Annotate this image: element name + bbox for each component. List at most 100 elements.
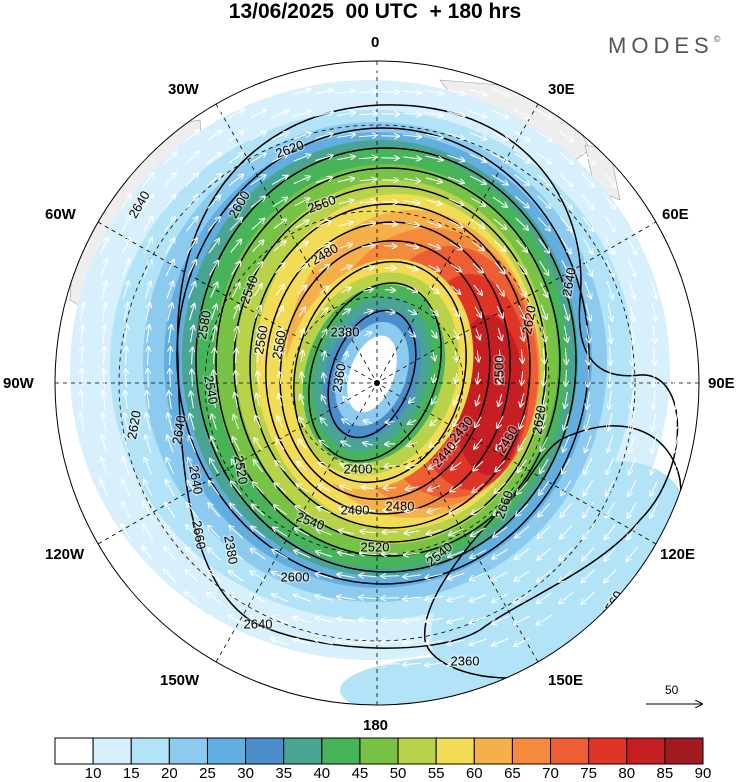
wind-vector — [256, 394, 259, 407]
colorbar-swatch — [435, 737, 475, 765]
wind-vector — [300, 395, 304, 406]
wind-vector — [230, 504, 243, 517]
wind-vector — [427, 529, 442, 534]
wind-vector — [295, 528, 310, 537]
wind-vector — [275, 461, 286, 472]
wind-vector — [163, 173, 176, 188]
wind-vector — [212, 414, 217, 430]
wind-vector — [80, 413, 83, 431]
wind-vector — [477, 372, 478, 383]
wind-vector — [229, 548, 244, 560]
wind-vector — [186, 525, 199, 540]
wind-vector — [628, 259, 636, 277]
wind-vector — [101, 458, 108, 475]
wind-vector — [188, 458, 197, 475]
wind-vector — [604, 546, 617, 561]
wind-vector — [295, 242, 308, 251]
wind-vector — [631, 325, 633, 343]
wind-vector — [609, 391, 612, 409]
wind-vector — [566, 369, 567, 386]
wind-vector — [360, 201, 375, 203]
wind-vector — [146, 413, 151, 431]
wind-vector — [249, 88, 266, 97]
wind-vector — [125, 325, 127, 343]
colorbar-tick-label: 65 — [504, 765, 521, 782]
wind-vector — [385, 444, 396, 445]
wind-vector — [430, 329, 436, 338]
wind-vector — [470, 638, 487, 645]
wind-vector — [385, 312, 395, 313]
wind-vector — [339, 530, 354, 535]
colorbar-swatch — [511, 737, 552, 765]
wind-vector — [271, 111, 289, 118]
wind-vector — [256, 328, 259, 341]
wind-vector — [448, 198, 464, 205]
wind-vector — [451, 461, 462, 469]
wind-vector — [103, 325, 105, 343]
wind-vector — [208, 526, 221, 539]
wind-vector — [496, 305, 503, 318]
wind-vector — [271, 154, 288, 163]
colorbar-tick-label: 85 — [656, 765, 674, 782]
wind-vector — [274, 263, 285, 274]
wind-vector — [187, 260, 196, 277]
wind-vector — [271, 176, 288, 185]
wind-vector — [425, 618, 443, 621]
wind-vector — [514, 130, 529, 140]
wind-vector — [565, 391, 568, 408]
wind-vector — [425, 595, 443, 600]
wind-vector — [654, 346, 655, 365]
wind-vector — [81, 391, 83, 410]
wind-vector — [447, 132, 464, 138]
wind-vector — [277, 416, 284, 428]
wind-vector — [408, 331, 416, 336]
wind-vector — [449, 242, 462, 250]
wind-vector — [253, 284, 261, 297]
wind-vector — [631, 391, 633, 409]
wind-vector — [676, 346, 677, 365]
wind-vector — [560, 216, 571, 231]
wind-vector — [652, 435, 657, 452]
wind-vector — [341, 309, 350, 316]
wind-vector — [475, 416, 482, 427]
wind-vector — [559, 569, 574, 582]
wind-vector — [425, 663, 443, 666]
wind-vector — [299, 417, 306, 428]
wind-vector — [229, 571, 244, 582]
wind-vector — [316, 551, 333, 558]
wind-vector — [293, 111, 310, 118]
wind-vector — [164, 195, 176, 210]
wind-vector — [361, 531, 376, 533]
wind-vector — [425, 90, 443, 93]
wind-vector — [211, 304, 217, 320]
wind-vector — [206, 109, 222, 120]
wind-vector — [142, 195, 153, 210]
wind-vector — [425, 69, 443, 72]
wind-vector — [249, 132, 266, 141]
wind-vector — [101, 480, 108, 497]
wind-vector — [476, 328, 480, 340]
wind-vector — [452, 439, 461, 448]
wind-vector — [317, 243, 330, 250]
wind-vector — [627, 237, 636, 254]
wind-vector — [539, 480, 550, 495]
wind-vector — [404, 201, 419, 203]
wind-vector — [207, 217, 220, 232]
wind-vector — [251, 219, 264, 230]
lon-label-120e: 120E — [660, 546, 696, 563]
wind-vector — [228, 593, 244, 604]
wind-vector — [536, 152, 551, 164]
wind-vector — [293, 89, 310, 96]
wind-vector — [538, 238, 549, 253]
wind-vector — [122, 502, 131, 519]
wind-vector — [166, 480, 175, 497]
wind-vector — [211, 437, 218, 452]
wind-vector — [315, 618, 333, 623]
wind-vector — [121, 238, 130, 255]
wind-vector — [145, 435, 152, 453]
wind-vector — [294, 198, 310, 207]
wind-vector — [318, 265, 330, 272]
south-pole-marker — [374, 380, 380, 386]
wind-vector — [563, 436, 570, 452]
wind-vector — [252, 240, 264, 253]
